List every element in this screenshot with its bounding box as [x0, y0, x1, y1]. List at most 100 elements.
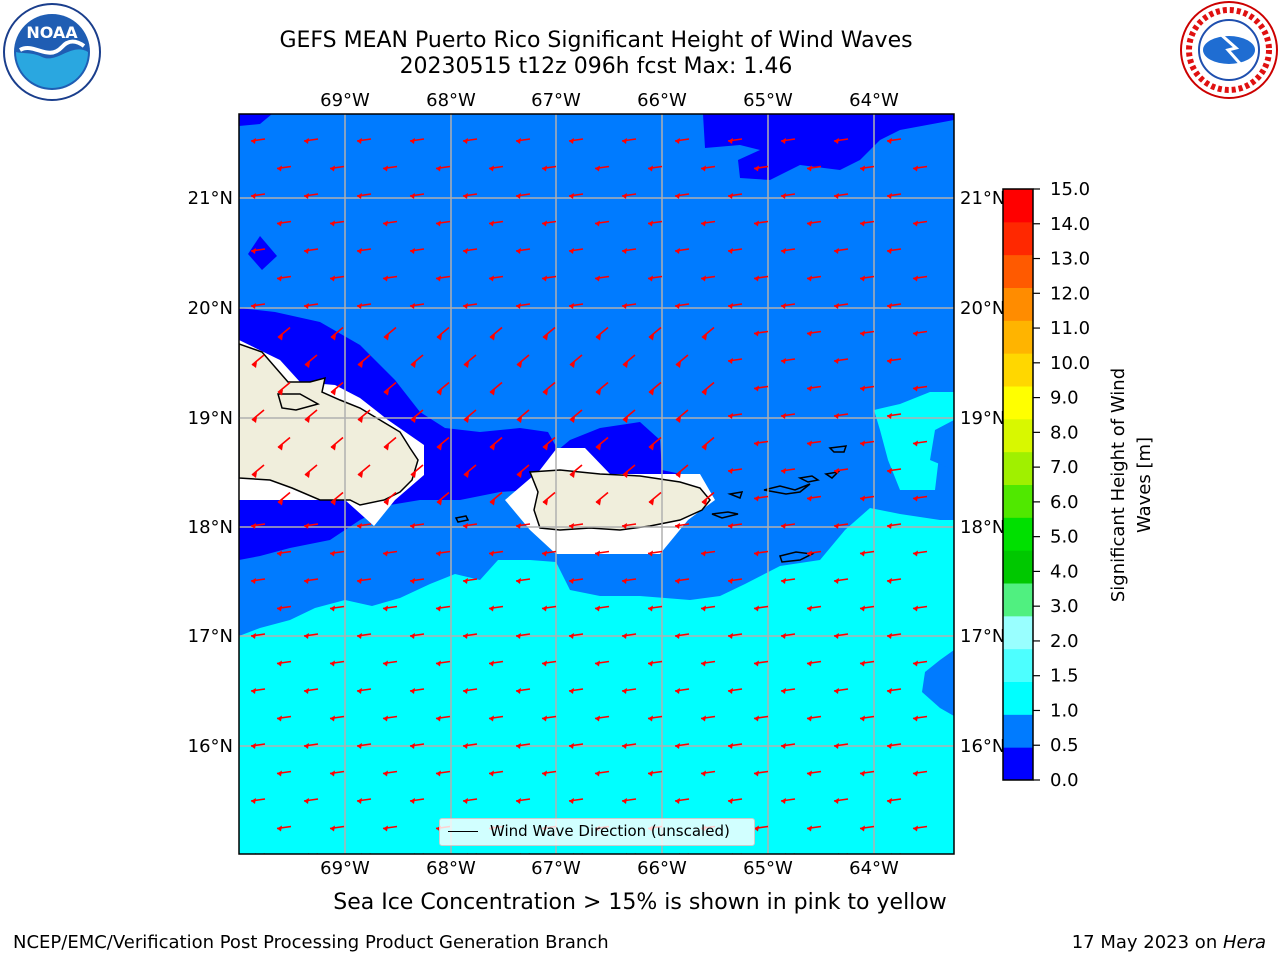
wave-direction-arrowhead: [358, 472, 363, 478]
land-virgin-islands: [763, 470, 841, 495]
legend-label: Wind Wave Direction (unscaled): [490, 822, 730, 840]
wave-direction-arrowhead: [675, 193, 680, 199]
wave-direction-arrow: [569, 409, 583, 421]
wave-direction-arrowhead: [464, 472, 469, 478]
wave-direction-arrowhead: [702, 334, 707, 341]
wave-direction-arrowhead: [410, 798, 415, 804]
wave-direction-arrowhead: [516, 248, 521, 254]
wave-direction-arrowhead: [754, 715, 759, 722]
land-hispaniola: [239, 343, 419, 506]
wave-direction-arrowhead: [781, 358, 786, 364]
lat-label: 19°N: [960, 408, 1005, 429]
land-culebra: [727, 491, 744, 499]
wave-direction-arrowhead: [463, 303, 468, 309]
wave-direction-arrowhead: [569, 523, 574, 529]
wave-direction-arrowhead: [834, 688, 839, 694]
land-anegada: [828, 445, 848, 453]
wave-direction-arrowhead: [781, 798, 786, 804]
colorbar-segment: [1003, 615, 1033, 650]
colorbar-label: Significant Height of Wind Waves [m]: [1108, 368, 1155, 602]
wave-direction-arrowhead: [384, 499, 389, 506]
wave-direction-arrowhead: [251, 743, 256, 749]
colorbar-tick-label: 6.0: [1050, 492, 1079, 513]
wave-direction-arrowhead: [517, 417, 522, 423]
lon-label: 64°W: [849, 858, 899, 879]
wave-direction-arrowhead: [489, 220, 494, 227]
colorbar-tick-label: 1.0: [1050, 700, 1079, 721]
footer-date-text: 17 May 2023 on: [1071, 932, 1223, 953]
wave-direction-arrowhead: [384, 389, 389, 396]
lat-label: 16°N: [188, 736, 233, 757]
wave-direction-arrowhead: [330, 715, 335, 722]
wave-direction-arrowhead: [277, 660, 282, 667]
wave-direction-arrow: [595, 326, 609, 339]
wave-direction-arrowhead: [648, 770, 653, 777]
wave-direction-arrowhead: [410, 248, 415, 254]
wave-direction-arrow: [675, 409, 689, 421]
wave-band-0-5-ne2: [930, 420, 954, 470]
wave-direction-arrowhead: [357, 193, 362, 199]
wave-direction-arrowhead: [251, 193, 256, 199]
wave-direction-arrowhead: [517, 472, 522, 478]
wave-direction-arrow: [648, 381, 662, 394]
wave-direction-arrow: [277, 436, 291, 449]
colorbar-label-line1: Significant Height of Wind: [1108, 368, 1129, 602]
wave-direction-arrowhead: [304, 798, 309, 804]
wave-direction-arrowhead: [489, 550, 494, 557]
wave-direction-arrowhead: [463, 193, 468, 199]
lon-label: 66°W: [637, 90, 687, 111]
wave-direction-arrowhead: [383, 275, 388, 282]
wave-direction-arrowhead: [702, 444, 707, 451]
wave-direction-arrowhead: [516, 523, 521, 529]
wave-direction-arrowhead: [384, 444, 389, 451]
wave-direction-arrowhead: [542, 275, 547, 282]
wave-direction-arrowhead: [754, 660, 759, 667]
colorbar-tick-label: 0.5: [1050, 735, 1079, 756]
wave-direction-arrowhead: [331, 499, 336, 506]
wave-direction-arrowhead: [781, 578, 786, 584]
wave-direction-arrow: [701, 326, 715, 339]
map-area: [239, 114, 954, 854]
wave-direction-arrowhead: [913, 715, 918, 722]
wave-direction-arrowhead: [516, 798, 521, 804]
wave-direction-arrow: [463, 409, 477, 421]
wave-direction-arrowhead: [807, 770, 812, 777]
wind-wave-direction-arrows: [250, 138, 928, 854]
colorbar-tick-label: 8.0: [1050, 422, 1079, 443]
wave-direction-arrowhead: [357, 743, 362, 749]
wave-direction-arrowhead: [648, 220, 653, 227]
wave-direction-arrowhead: [622, 633, 627, 639]
wave-direction-arrowhead: [913, 550, 918, 557]
wave-direction-arrow: [330, 381, 344, 394]
wave-direction-arrowhead: [277, 550, 282, 557]
wave-direction-arrowhead: [251, 303, 256, 309]
wave-direction-arrowhead: [622, 523, 627, 529]
wave-direction-arrowhead: [516, 633, 521, 639]
wave-direction-arrowhead: [781, 633, 786, 639]
wave-direction-arrowhead: [887, 193, 892, 199]
wave-direction-arrow: [383, 491, 397, 504]
wave-direction-arrowhead: [860, 495, 865, 502]
wave-direction-arrow: [304, 409, 318, 421]
wave-direction-arrowhead: [834, 468, 839, 474]
land-hispaniola-peninsula: [277, 393, 320, 411]
wave-direction-arrow: [463, 464, 477, 476]
colorbar: [1003, 189, 1033, 781]
wave-direction-arrowhead: [913, 770, 918, 777]
wave-direction-arrowhead: [648, 165, 653, 172]
wave-direction-arrowhead: [595, 165, 600, 172]
lon-label: 67°W: [531, 90, 581, 111]
colorbar-segment: [1003, 648, 1033, 682]
wave-direction-arrow: [701, 381, 715, 394]
wave-direction-arrowhead: [542, 605, 547, 612]
wave-direction-arrowhead: [887, 523, 892, 529]
wave-direction-arrowhead: [305, 362, 310, 368]
wave-direction-arrowhead: [251, 248, 256, 254]
lat-label: 20°N: [960, 298, 1005, 319]
wave-direction-arrowhead: [358, 362, 363, 368]
wave-direction-arrowhead: [489, 605, 494, 612]
wave-direction-arrowhead: [542, 165, 547, 172]
lon-label: 68°W: [426, 90, 476, 111]
wave-direction-arrowhead: [701, 550, 706, 557]
